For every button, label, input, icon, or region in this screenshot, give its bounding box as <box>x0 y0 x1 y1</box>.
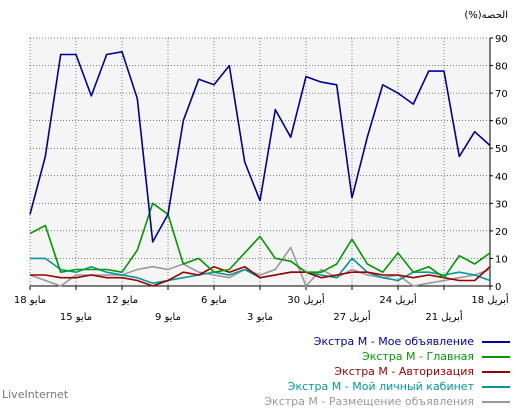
x-tick-label: 21 أبريل <box>425 310 463 323</box>
legend-label: Экстра М - Мой личный кабинет <box>287 380 474 393</box>
x-tick-label: 24 أبريل <box>379 293 417 306</box>
legend-label: Экстра М - Главная <box>362 350 474 363</box>
unit-label: (%)الحصه <box>464 10 508 21</box>
legend-entry: Экстра М - Размещение объявления <box>10 394 510 409</box>
legend-swatch <box>482 385 510 388</box>
legend-swatch <box>482 340 510 343</box>
y-tick-label: 40 <box>495 172 508 183</box>
x-tick-label: 27 أبريل <box>333 310 371 323</box>
legend-entry: Экстра М - Главная <box>10 349 510 364</box>
series-line-0 <box>29 50 491 243</box>
series-line-2 <box>30 265 491 287</box>
x-tick-label: 30 أبريل <box>287 293 325 306</box>
series-lines <box>29 50 491 287</box>
y-tick-label: 80 <box>495 62 508 73</box>
x-tick-label: 6 مايو <box>201 295 227 306</box>
y-tick-label: 20 <box>495 227 508 238</box>
x-tick-labels: 18 مايو 12 مايو 6 مايو 30 أبريل 24 أبريل 18 أ… <box>14 293 509 323</box>
y-tick-labels: 0 10 20 30 40 50 60 70 80 90 <box>495 34 508 293</box>
x-tick-label: 18 أبريل <box>471 293 509 306</box>
y-tick-label: 90 <box>495 34 508 45</box>
legend-entry: Экстра М - Мой личный кабинет <box>10 379 510 394</box>
legend-swatch <box>482 355 510 358</box>
legend: Экстра М - Мое объявление Экстра М - Глав… <box>10 334 510 409</box>
y-tick-label: 50 <box>495 144 508 155</box>
brand-label: LiveInternet <box>2 388 69 401</box>
legend-swatch <box>482 400 510 403</box>
x-tick-label: 15 مايو <box>60 312 92 323</box>
series-line-1 <box>29 202 491 279</box>
y-tick-label: 10 <box>495 254 508 265</box>
series-line-4 <box>29 246 491 287</box>
legend-label: Экстра М - Авторизация <box>334 365 474 378</box>
x-tick-label: 12 مايو <box>106 295 138 306</box>
y-tick-label: 30 <box>495 199 508 210</box>
x-tick-label: 3 مايو <box>247 312 273 323</box>
legend-entry: Экстра М - Мое объявление <box>10 334 510 349</box>
legend-entry: Экстра М - Авторизация <box>10 364 510 379</box>
x-tick-label: 9 مايو <box>155 312 181 323</box>
y-tick-label: 70 <box>495 89 508 100</box>
legend-swatch <box>482 370 510 373</box>
legend-label: Экстра М - Размещение объявления <box>264 395 474 408</box>
x-tick-label: 18 مايو <box>14 295 46 306</box>
y-tick-label: 60 <box>495 117 508 128</box>
legend-label: Экстра М - Мое объявление <box>313 335 474 348</box>
y-tick-label: 0 <box>495 282 501 293</box>
